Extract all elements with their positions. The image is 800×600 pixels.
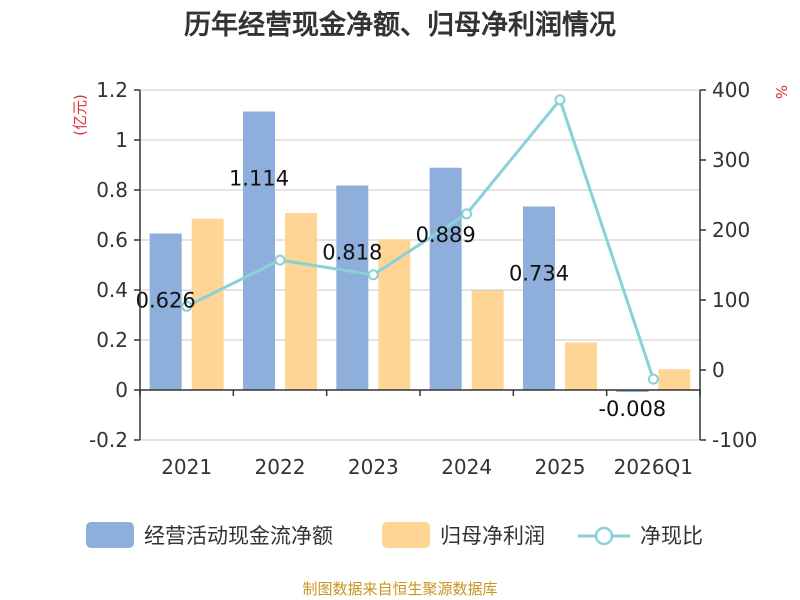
left-tick-label: 0 bbox=[115, 378, 128, 402]
legend-swatch-cashflow bbox=[86, 522, 134, 548]
right-tick-label: -100 bbox=[712, 428, 757, 452]
ratio-point-2023 bbox=[367, 269, 379, 281]
left-tick-label: 1.2 bbox=[96, 78, 128, 102]
legend-marker-ratio bbox=[594, 526, 614, 546]
bar-cashflow-2022 bbox=[243, 111, 275, 390]
data-label-cashflow-2024: 0.889 bbox=[416, 223, 476, 247]
ratio-line-group bbox=[181, 94, 659, 385]
bar-cashflow-2024 bbox=[429, 167, 462, 390]
left-tick-label: 0.8 bbox=[96, 178, 128, 202]
right-tick-label: 300 bbox=[712, 148, 750, 172]
data-label-cashflow-2023: 0.818 bbox=[322, 241, 382, 265]
grid-lines bbox=[140, 89, 700, 441]
bar-cashflow-2021 bbox=[149, 233, 182, 390]
right-y-axis: 400 300 200 100 0 -100 bbox=[699, 78, 757, 452]
legend-label-ratio: 净现比 bbox=[640, 524, 703, 548]
data-label-cashflow-2022: 1.114 bbox=[229, 167, 289, 191]
x-tick-label-2026Q1: 2026Q1 bbox=[614, 455, 693, 479]
chart-title: 历年经营现金净额、归母净利润情况 bbox=[184, 9, 616, 41]
data-label-cashflow-2026Q1: -0.008 bbox=[598, 397, 666, 421]
right-tick-label: 200 bbox=[712, 218, 750, 242]
data-label-cashflow-2021: 0.626 bbox=[136, 289, 196, 313]
x-tick-label-2021: 2021 bbox=[161, 455, 212, 479]
bar-cashflow-2025 bbox=[523, 206, 555, 390]
bar-profit-2022 bbox=[285, 213, 317, 390]
bar-profit-2023 bbox=[378, 239, 411, 390]
left-tick-label: 0.2 bbox=[96, 328, 128, 352]
bar-cashflow-2023 bbox=[336, 185, 369, 390]
ratio-point-2022 bbox=[274, 254, 286, 266]
left-axis-unit: (亿元) bbox=[71, 94, 89, 136]
bar-cashflow-2026Q1 bbox=[616, 390, 649, 392]
x-axis bbox=[139, 389, 701, 396]
right-tick-label: 0 bbox=[712, 358, 725, 382]
ratio-point-2024 bbox=[461, 208, 473, 220]
legend-swatch-profit bbox=[382, 522, 430, 548]
left-tick-label: -0.2 bbox=[89, 428, 128, 452]
x-tick-label-2025: 2025 bbox=[535, 455, 586, 479]
bar-profit-2026Q1 bbox=[658, 369, 691, 390]
left-tick-label: 0.6 bbox=[96, 228, 128, 252]
data-label-cashflow-2025: 0.734 bbox=[509, 262, 569, 286]
x-tick-label-2024: 2024 bbox=[441, 455, 492, 479]
right-axis-unit: % bbox=[772, 85, 790, 99]
x-tick-label-2023: 2023 bbox=[348, 455, 399, 479]
right-tick-label: 100 bbox=[712, 288, 750, 312]
ratio-point-2021 bbox=[181, 300, 193, 312]
left-tick-label: 0.4 bbox=[96, 278, 128, 302]
left-tick-label: 1 bbox=[115, 128, 128, 152]
bar-profit-2025 bbox=[565, 342, 597, 390]
legend-label-cashflow: 经营活动现金流净额 bbox=[144, 524, 333, 548]
legend-label-profit: 归母净利润 bbox=[440, 524, 545, 548]
legend: 经营活动现金流净额 归母净利润 净现比 bbox=[86, 522, 703, 548]
bar-profit-2021 bbox=[191, 218, 224, 390]
bar-profit-2024 bbox=[471, 290, 504, 390]
source-note: 制图数据来自恒生聚源数据库 bbox=[302, 580, 497, 598]
ratio-point-2026Q1 bbox=[647, 373, 659, 385]
right-tick-label: 400 bbox=[712, 78, 750, 102]
x-tick-label-2022: 2022 bbox=[255, 455, 306, 479]
ratio-point-2025 bbox=[554, 94, 566, 106]
bar-group bbox=[149, 111, 691, 392]
left-y-axis: 1.2 1 0.8 0.6 0.4 0.2 0 -0.2 bbox=[89, 78, 141, 452]
data-label-group: 0.626 1.114 0.818 0.889 0.734 -0.008 bbox=[136, 167, 667, 422]
x-tick-labels: 2021 2022 2023 2024 2025 2026Q1 bbox=[161, 455, 693, 479]
ratio-line bbox=[186, 96, 655, 380]
